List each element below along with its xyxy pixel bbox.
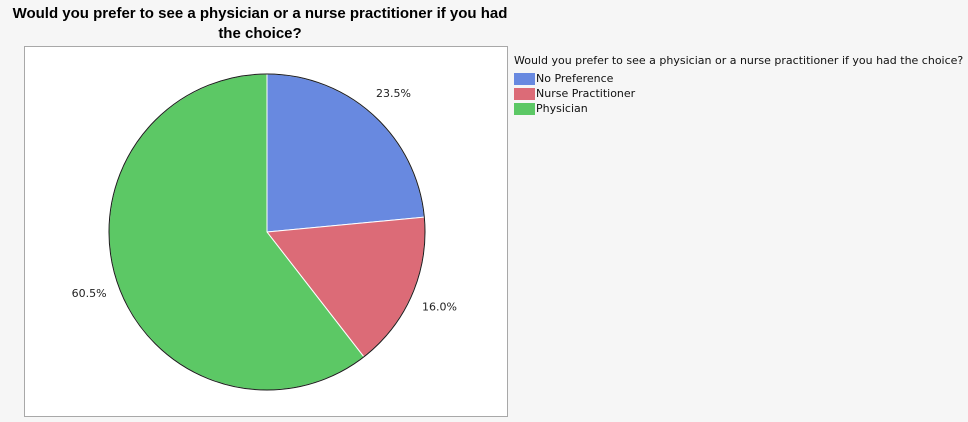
chart-title: Would you prefer to see a physician or a… bbox=[12, 5, 508, 42]
legend-items: No Preference Nurse Practitioner Physici… bbox=[514, 71, 964, 116]
legend-item-no-preference[interactable]: No Preference bbox=[514, 71, 964, 86]
legend-item-nurse-practitioner[interactable]: Nurse Practitioner bbox=[514, 86, 964, 101]
legend-swatch bbox=[514, 72, 535, 85]
legend: Would you prefer to see a physician or a… bbox=[514, 54, 964, 116]
legend-label: Nurse Practitioner bbox=[536, 87, 636, 100]
legend-title: Would you prefer to see a physician or a… bbox=[514, 54, 964, 67]
legend-swatch bbox=[514, 102, 535, 115]
plot-area: 23.5% 16.0% 60.5% bbox=[24, 46, 508, 417]
legend-label: No Preference bbox=[536, 72, 614, 85]
pie-chart: 23.5% 16.0% 60.5% bbox=[72, 73, 457, 391]
pie-outline bbox=[108, 73, 426, 391]
slice-label-nurse-practitioner: 16.0% bbox=[422, 301, 457, 314]
legend-item-physician[interactable]: Physician bbox=[514, 101, 964, 116]
slice-label-physician: 60.5% bbox=[72, 287, 107, 300]
legend-swatch bbox=[514, 87, 535, 100]
slice-label-no-preference: 23.5% bbox=[376, 87, 411, 100]
legend-label: Physician bbox=[536, 102, 588, 115]
